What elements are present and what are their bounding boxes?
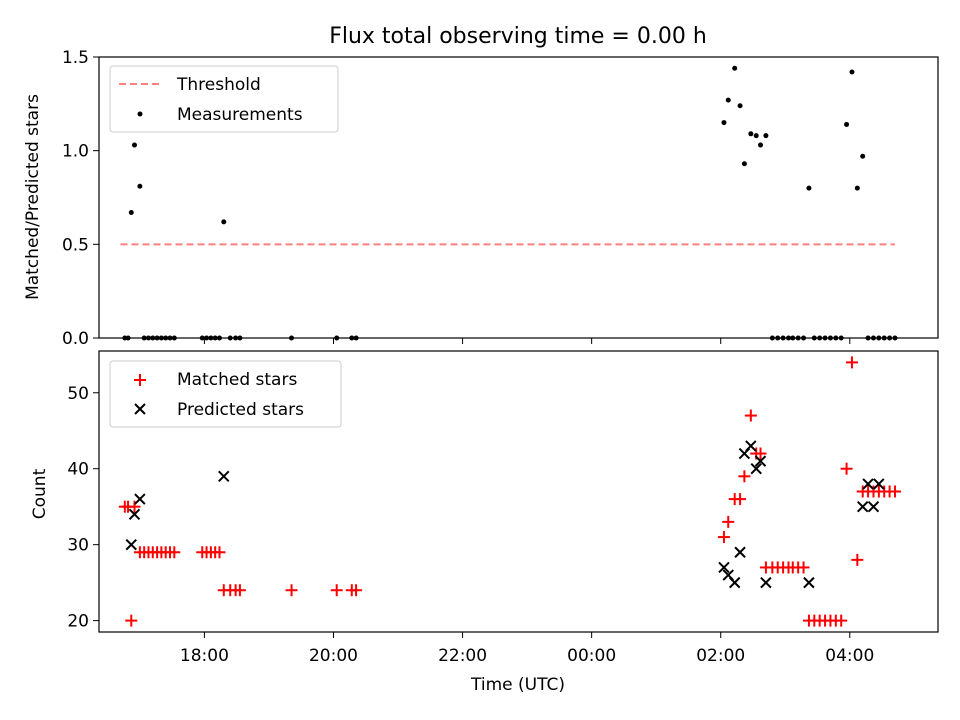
measurement-point — [732, 65, 738, 71]
legend-predicted-label: Predicted stars — [177, 400, 304, 420]
matched-star-marker — [744, 409, 757, 422]
bottom-x-tick-label: 02:00 — [696, 646, 745, 666]
bottom-y-tick-label: 50 — [67, 384, 89, 404]
matched-star-marker — [330, 584, 343, 597]
predicted-star-marker — [867, 500, 880, 513]
predicted-star-marker — [125, 538, 137, 551]
top-legend-box — [109, 65, 339, 133]
matched-star-marker — [738, 470, 751, 483]
predicted-star-marker — [750, 463, 762, 475]
matched-star-marker — [125, 614, 138, 627]
bottom-x-tick-label: 00:00 — [567, 646, 616, 666]
predicted-star-marker — [745, 440, 757, 452]
matched-star-marker — [840, 462, 853, 475]
top-y-axis-label: Matched/Predicted stars — [23, 94, 43, 300]
predicted-star-marker — [718, 561, 730, 574]
top-legend: Threshold Measurements — [109, 65, 339, 133]
measurement-point — [763, 133, 769, 139]
measurement-point — [758, 142, 764, 148]
measurement-point — [721, 120, 727, 126]
matched-star-marker — [350, 584, 363, 597]
measurement-point — [844, 121, 850, 127]
measurement-point — [748, 131, 754, 137]
matched-star-marker — [722, 515, 735, 528]
predicted-star-marker — [873, 478, 885, 490]
matched-star-marker — [168, 546, 181, 559]
bottom-plot-frame — [98, 350, 939, 633]
legend-measurements-label: Measurements — [177, 105, 303, 125]
legend-measurements-swatch — [137, 111, 143, 117]
top-y-tick-label: 0.0 — [62, 329, 89, 349]
measurement-point — [753, 133, 759, 139]
measurement-point — [741, 161, 747, 167]
bottom-x-tick-label: 18:00 — [180, 646, 229, 666]
top-y-tick-label: 1.5 — [62, 48, 89, 68]
measurement-point — [131, 142, 137, 148]
bottom-y-tick-label: 30 — [67, 536, 89, 556]
predicted-star-marker — [134, 493, 146, 505]
matched-star-marker — [845, 356, 858, 369]
legend-matched-swatch — [134, 374, 146, 386]
legend-threshold-label: Threshold — [176, 75, 261, 95]
bottom-y-tick-label: 40 — [67, 460, 89, 480]
matched-star-marker — [754, 447, 767, 460]
measurement-point — [860, 153, 866, 159]
matched-star-marker — [888, 485, 901, 498]
predicted-star-marker — [128, 508, 141, 520]
bottom-x-tick-label: 22:00 — [438, 646, 487, 666]
bottom-plot-area: 20 30 40 50 18:00 20:00 22:00 00:00 02:00 04:00 — [67, 356, 901, 666]
matched-star-marker — [213, 546, 226, 559]
bottom-legend: Matched stars Predicted stars — [109, 360, 342, 428]
measurement-point — [737, 103, 743, 109]
bottom-x-tick-label: 20:00 — [309, 646, 358, 666]
matched-star-marker — [851, 553, 864, 566]
predicted-star-marker — [803, 576, 815, 589]
top-plot-frame — [98, 56, 939, 339]
bottom-y-axis-label: Count — [30, 468, 50, 519]
measurement-point — [725, 97, 731, 103]
legend-predicted-swatch — [134, 403, 146, 415]
predicted-star-marker — [856, 500, 869, 513]
top-y-tick-label: 0.5 — [62, 235, 89, 255]
legend-matched-label: Matched stars — [177, 370, 297, 390]
measurement-point — [854, 185, 860, 191]
matched-star-marker — [717, 531, 730, 544]
measurement-point — [137, 183, 143, 189]
measurement-point — [221, 219, 227, 225]
matched-star-marker — [285, 584, 298, 597]
measurement-point — [849, 69, 855, 75]
top-y-tick-label: 1.0 — [62, 142, 89, 162]
bottom-y-tick-label: 20 — [67, 612, 89, 632]
bottom-legend-box — [109, 360, 342, 428]
predicted-star-marker — [218, 470, 230, 483]
predicted-star-marker — [760, 576, 772, 589]
bottom-x-axis-label: Time (UTC) — [470, 675, 565, 695]
measurement-point — [806, 185, 812, 191]
top-chart-title: Flux total observing time = 0.00 h — [329, 24, 707, 49]
matched-star-marker — [734, 493, 747, 506]
predicted-star-marker — [728, 576, 741, 589]
predicted-star-marker — [862, 478, 874, 490]
matched-star-marker — [128, 500, 141, 513]
matched-star-marker — [233, 584, 246, 597]
predicted-star-marker — [754, 455, 767, 467]
matched-star-marker — [797, 561, 810, 574]
predicted-star-marker — [734, 546, 746, 558]
measurement-point — [128, 209, 134, 215]
bottom-x-tick-label: 04:00 — [825, 646, 874, 666]
matched-star-marker — [835, 614, 848, 627]
